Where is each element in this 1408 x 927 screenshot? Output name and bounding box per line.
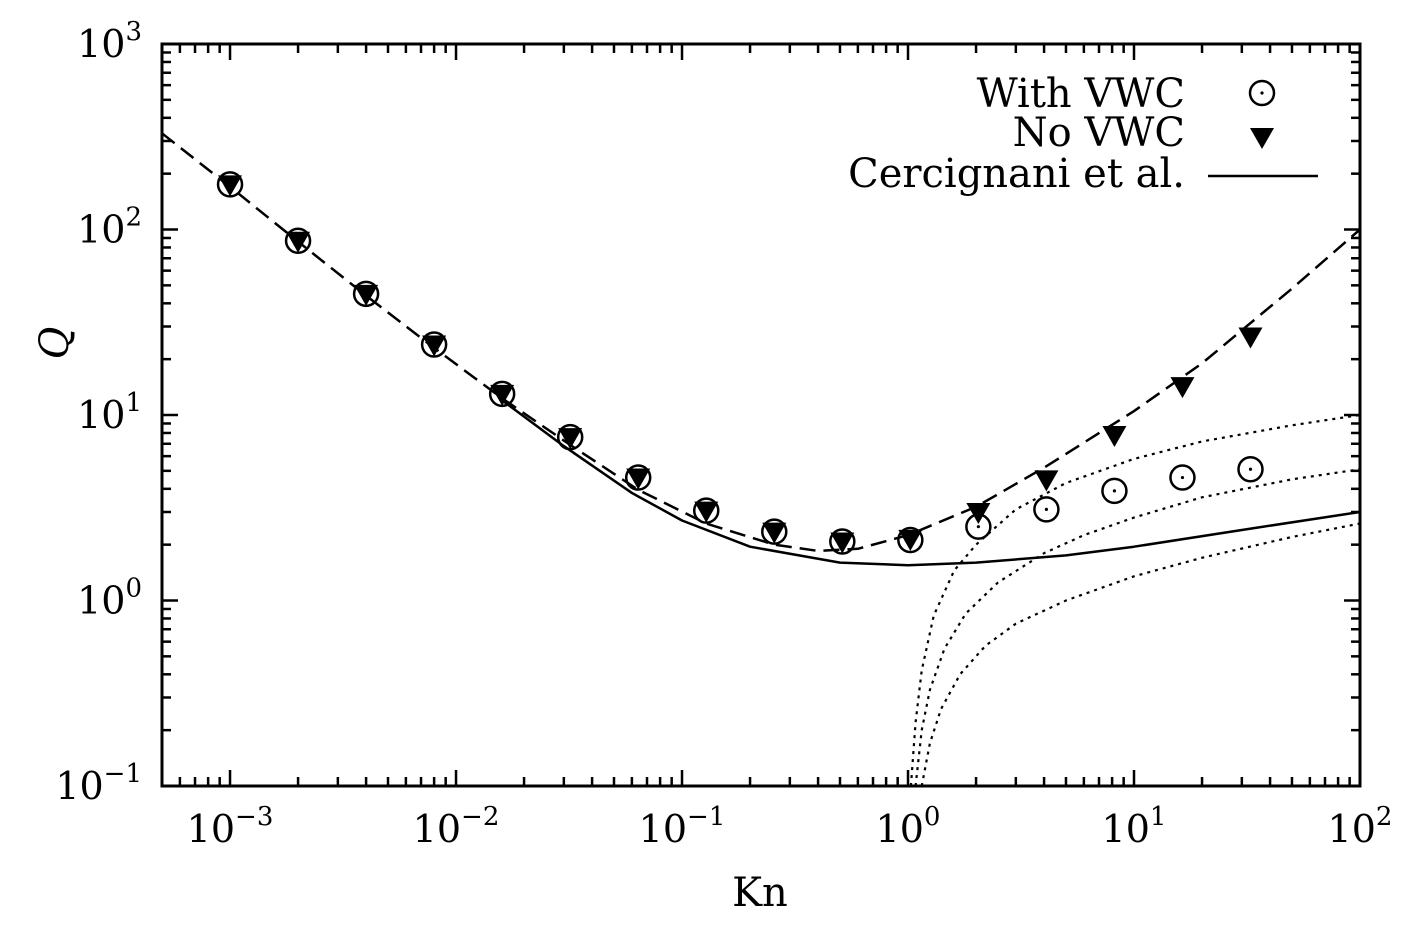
legend-label-cercignani: Cercignani et al. (848, 151, 1185, 197)
with-vwc-point-center (568, 435, 572, 439)
with-vwc-point-center (1112, 489, 1117, 493)
x-tick-label: 10−2 (413, 802, 500, 851)
with-vwc-point-center (296, 239, 300, 243)
with-vwc-point (420, 331, 448, 358)
curve-solid-2 (501, 399, 1360, 567)
y-axis-title: Q (32, 327, 78, 360)
with-vwc-point (897, 526, 924, 554)
y-tick-label: 101 (77, 388, 142, 437)
x-tick-label: 10−1 (639, 802, 726, 851)
no-vwc-point (1034, 470, 1059, 492)
x-tick-label: 10−3 (187, 802, 274, 851)
legend-label-no-vwc: No VWC (1013, 110, 1185, 156)
y-tick-label: 10−1 (55, 759, 142, 808)
with-vwc-point-center (228, 182, 232, 187)
legend-marker-center-dot (1260, 91, 1264, 95)
with-vwc-point-center (1044, 507, 1049, 511)
curves (162, 132, 1360, 786)
with-vwc-point (761, 518, 788, 545)
y-tick-label: 103 (77, 17, 142, 66)
with-vwc-point-center (908, 538, 912, 542)
with-vwc-point (1101, 477, 1128, 505)
legend: With VWC No VWC Cercignani et al. (848, 71, 1318, 197)
curve-dotted-4 (909, 413, 1360, 786)
tick-labels: 10−3 10−2 10−1 100 101 102 10−1 100 101 102 103 (55, 17, 1392, 851)
with-vwc-point-center (840, 539, 844, 544)
with-vwc-point-center (432, 342, 436, 347)
with-vwc-point (965, 513, 992, 540)
legend-marker-open-circle (1248, 79, 1276, 107)
plot-frame (160, 42, 1362, 788)
curve-dotted-6 (920, 522, 1360, 786)
x-tick-label: 100 (876, 802, 941, 851)
y-tick-label: 102 (77, 203, 142, 252)
with-vwc-point-center (500, 392, 504, 396)
legend-label-with-vwc: With VWC (977, 71, 1185, 117)
with-vwc-point-center (1180, 475, 1185, 480)
y-tick-label: 100 (77, 574, 142, 623)
with-vwc-point (1033, 496, 1060, 523)
curve-dashed-3 (162, 132, 1360, 553)
with-vwc-point (1237, 455, 1264, 483)
with-vwc-point (692, 497, 720, 524)
with-vwc-point-center (772, 530, 776, 534)
no-vwc-point (1170, 377, 1195, 399)
with-vwc-point-center (704, 509, 708, 513)
curve-dotted-5 (914, 468, 1360, 786)
no-vwc-point (1102, 426, 1127, 448)
with-vwc-point-center (976, 525, 980, 529)
with-vwc-point (284, 227, 312, 254)
no-vwc-point (1238, 327, 1263, 349)
x-axis-title: Kn (732, 870, 788, 916)
with-vwc-point (829, 528, 856, 555)
legend-marker-filled-triangle (1250, 128, 1274, 149)
with-vwc-point (216, 171, 244, 198)
markers (216, 171, 1264, 555)
x-tick-label: 102 (1328, 802, 1393, 851)
with-vwc-point (556, 423, 584, 451)
with-vwc-point-center (636, 475, 640, 480)
with-vwc-point (488, 380, 516, 408)
with-vwc-point-center (364, 292, 368, 296)
with-vwc-point (624, 464, 652, 491)
with-vwc-point (352, 280, 380, 308)
x-tick-label: 101 (1102, 802, 1167, 851)
with-vwc-point-center (1248, 467, 1253, 471)
with-vwc-point (1169, 464, 1196, 491)
